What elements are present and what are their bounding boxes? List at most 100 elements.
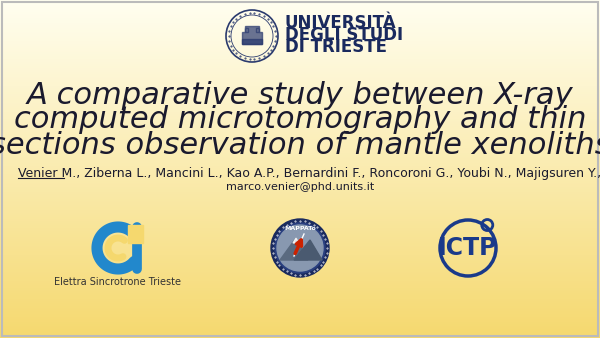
Text: computed microtomography and thin: computed microtomography and thin	[14, 105, 586, 135]
Bar	[0, 88, 600, 89]
Bar	[0, 172, 600, 173]
Bar	[0, 50, 600, 51]
Bar	[0, 285, 600, 286]
Bar	[0, 90, 600, 91]
Bar	[0, 122, 600, 123]
Bar	[0, 225, 600, 226]
Bar	[0, 133, 600, 134]
Bar	[0, 166, 600, 167]
Bar	[0, 27, 600, 28]
Bar	[0, 105, 600, 106]
Bar	[0, 226, 600, 227]
Bar	[0, 11, 600, 13]
Bar	[0, 61, 600, 62]
Bar	[0, 194, 600, 195]
Text: DEGLI STUDI: DEGLI STUDI	[285, 26, 403, 44]
Bar	[0, 108, 600, 109]
Bar	[0, 312, 600, 313]
Bar	[0, 209, 600, 210]
Bar	[0, 16, 600, 17]
Bar	[0, 247, 600, 248]
Bar	[0, 75, 600, 77]
Bar	[0, 77, 600, 78]
Bar	[0, 129, 600, 131]
Bar	[0, 80, 600, 81]
Bar	[0, 281, 600, 282]
Bar	[0, 45, 600, 46]
Bar	[0, 222, 600, 223]
Bar	[0, 273, 600, 274]
Bar	[0, 109, 600, 111]
Bar	[0, 42, 600, 43]
Bar	[0, 260, 600, 261]
Bar	[0, 189, 600, 190]
Bar	[0, 73, 600, 74]
Polygon shape	[128, 225, 143, 243]
Bar	[0, 292, 600, 293]
Bar	[0, 243, 600, 244]
Text: A comparative study between X-ray: A comparative study between X-ray	[26, 80, 574, 110]
Bar	[0, 33, 600, 34]
Bar	[0, 293, 600, 294]
Bar	[0, 107, 600, 108]
Bar	[0, 301, 600, 302]
Bar	[0, 211, 600, 212]
Bar	[0, 1, 600, 2]
Bar	[0, 267, 600, 268]
Bar	[0, 197, 600, 198]
Bar	[0, 242, 600, 243]
Bar	[0, 232, 600, 233]
Bar	[0, 275, 600, 276]
Bar	[0, 24, 600, 25]
Bar	[0, 115, 600, 116]
Bar	[0, 322, 600, 323]
Bar	[0, 206, 600, 207]
Bar	[0, 168, 600, 169]
Bar	[0, 308, 600, 309]
Bar	[0, 125, 600, 126]
Bar	[0, 205, 600, 206]
Bar	[0, 255, 600, 256]
Bar	[0, 96, 600, 97]
Bar	[0, 10, 600, 11]
Bar	[0, 282, 600, 283]
Bar	[0, 187, 600, 188]
Bar	[0, 117, 600, 118]
Bar	[0, 300, 600, 301]
Bar	[0, 29, 600, 30]
Bar	[0, 176, 600, 177]
Bar	[0, 64, 600, 65]
Bar	[0, 26, 600, 27]
Bar	[0, 261, 600, 263]
Bar	[0, 67, 600, 68]
Bar	[0, 250, 600, 251]
Bar	[0, 336, 600, 337]
Bar	[0, 290, 600, 291]
Bar	[0, 185, 600, 186]
Bar	[0, 239, 600, 240]
Bar	[0, 160, 600, 161]
Bar	[0, 257, 600, 258]
Bar	[0, 190, 600, 192]
Bar	[0, 195, 600, 196]
Bar	[0, 324, 600, 325]
Bar	[0, 135, 600, 136]
Bar	[0, 62, 600, 63]
Bar	[0, 144, 600, 145]
Bar	[0, 304, 600, 305]
Bar	[0, 182, 600, 183]
Bar	[0, 156, 600, 158]
Bar	[0, 132, 600, 133]
Bar	[0, 136, 600, 138]
Bar	[0, 167, 600, 168]
Bar	[0, 283, 600, 284]
Bar	[0, 198, 600, 199]
Bar	[0, 102, 600, 104]
Bar	[0, 121, 600, 122]
Bar	[0, 58, 600, 60]
Bar	[0, 270, 600, 271]
Bar	[0, 86, 600, 87]
Bar	[0, 19, 600, 20]
Bar	[0, 240, 600, 241]
Bar	[0, 317, 600, 318]
